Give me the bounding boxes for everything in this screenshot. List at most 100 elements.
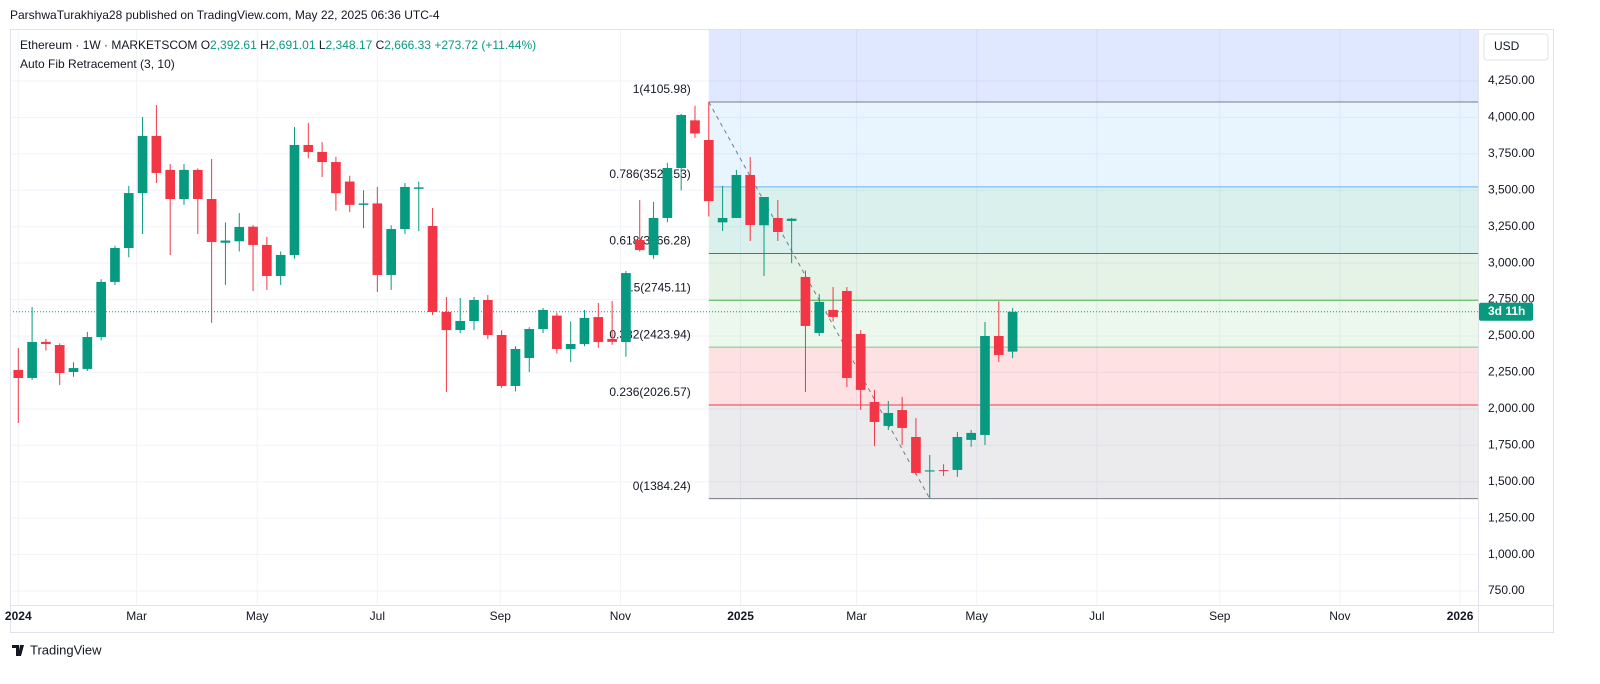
ohlc-key: C [376,38,385,52]
ohlc-key: O [201,38,210,52]
x-tick-label: Mar [126,609,147,623]
candle-body [123,193,134,248]
ohlc-value: 2,392.61 [210,38,257,52]
fib-zone [708,347,1478,405]
candle-body [469,300,479,321]
candle-body [82,337,93,369]
candle-body [938,470,949,472]
ohlc-value: 2,666.33 [384,38,431,52]
candle-body [179,169,189,200]
candle-body [690,120,700,134]
countdown-label: 3d 11h [1488,304,1525,318]
candle-body [192,169,203,200]
candle-body [482,300,493,335]
candle-body [165,169,176,200]
fib-zone [708,404,1478,499]
y-tick-label: 2,500.00 [1488,328,1535,342]
candle-body [358,203,369,205]
candle-body [41,341,51,345]
indicator-legend: Auto Fib Retracement (3, 10) [20,57,175,71]
candle-body [137,135,148,194]
candle-body [13,369,24,378]
change-value: +273.72 (+11.44%) [434,38,536,52]
fib-zone-top [708,30,1478,102]
candle-body [924,470,935,472]
candle-body [248,226,258,245]
currency-label: USD [1494,39,1520,53]
candle-body [607,338,617,342]
x-tick-label: Sep [1209,609,1231,623]
publisher-line: ParshwaTurakhiya28 published on TradingV… [10,8,440,22]
x-tick-label: Mar [846,609,867,623]
y-tick-label: 3,500.00 [1488,182,1535,196]
candle-body [413,187,424,189]
y-tick-label: 4,250.00 [1488,73,1535,87]
x-tick-label: Sep [490,609,512,623]
candle-body [441,311,452,331]
x-tick-label: 2024 [5,609,32,623]
candle-body [621,273,631,342]
candle-body [54,345,65,374]
x-tick-label: May [246,609,269,623]
candle-body [634,239,645,251]
currency-box[interactable] [1483,33,1549,61]
footer-logo [12,645,24,656]
y-tick-label: 2,250.00 [1488,365,1535,379]
candle-body [331,162,341,194]
candle-body [151,135,162,173]
footer-brand: TradingView [30,642,102,657]
candle-body [773,217,783,232]
y-tick-label: 2,000.00 [1488,401,1535,415]
fib-zone [708,253,1478,301]
candle-body [455,320,466,331]
candle-body [538,309,548,330]
candle-body [952,436,963,470]
candle-body [524,329,535,359]
ohlc-value: 2,348.17 [326,38,373,52]
candle-body [800,276,811,326]
x-tick-label: May [965,609,988,623]
x-tick-label: Nov [610,609,631,623]
candle-body [427,225,438,312]
candle-body [372,203,383,275]
candle-body [786,218,797,221]
x-tick-label: 2025 [727,609,754,623]
candle-body [759,196,769,226]
candle-body [593,317,604,342]
ohlc-value: 2,691.01 [269,38,316,52]
x-tick-label: Jul [1089,609,1104,623]
candle-body [676,114,686,168]
x-tick-label: Jul [370,609,385,623]
candle-body [400,186,410,230]
candle-body [703,140,714,202]
y-tick-label: 4,000.00 [1488,110,1535,124]
candle-body [842,290,852,378]
fib-level-label: 0.236(2026.57) [609,385,690,399]
candle-body [206,199,217,243]
fib-level-label: 0(1384.24) [633,479,691,493]
fib-zone [708,300,1478,348]
y-tick-label: 3,000.00 [1488,255,1535,269]
candle-body [386,229,396,275]
candle-body [648,217,659,255]
candle-body [344,181,355,205]
candle-body [220,240,231,243]
candle-body [993,336,1004,355]
candle-body [911,436,921,473]
y-tick-label: 3,250.00 [1488,219,1535,233]
candle-body [317,151,327,163]
y-tick-label: 1,750.00 [1488,437,1535,451]
fib-zone [708,186,1478,254]
ohlc-key: H [260,38,269,52]
candle-body [496,334,507,386]
candle-body [828,309,838,317]
x-tick-label: 2026 [1447,609,1474,623]
candle-body [869,402,880,422]
candle-body [717,217,728,223]
candle-body [275,254,286,276]
fib-level-label: 1(4105.98) [633,82,691,96]
candle-body [855,333,866,390]
candle-body [745,174,756,225]
candle-body [234,227,245,242]
